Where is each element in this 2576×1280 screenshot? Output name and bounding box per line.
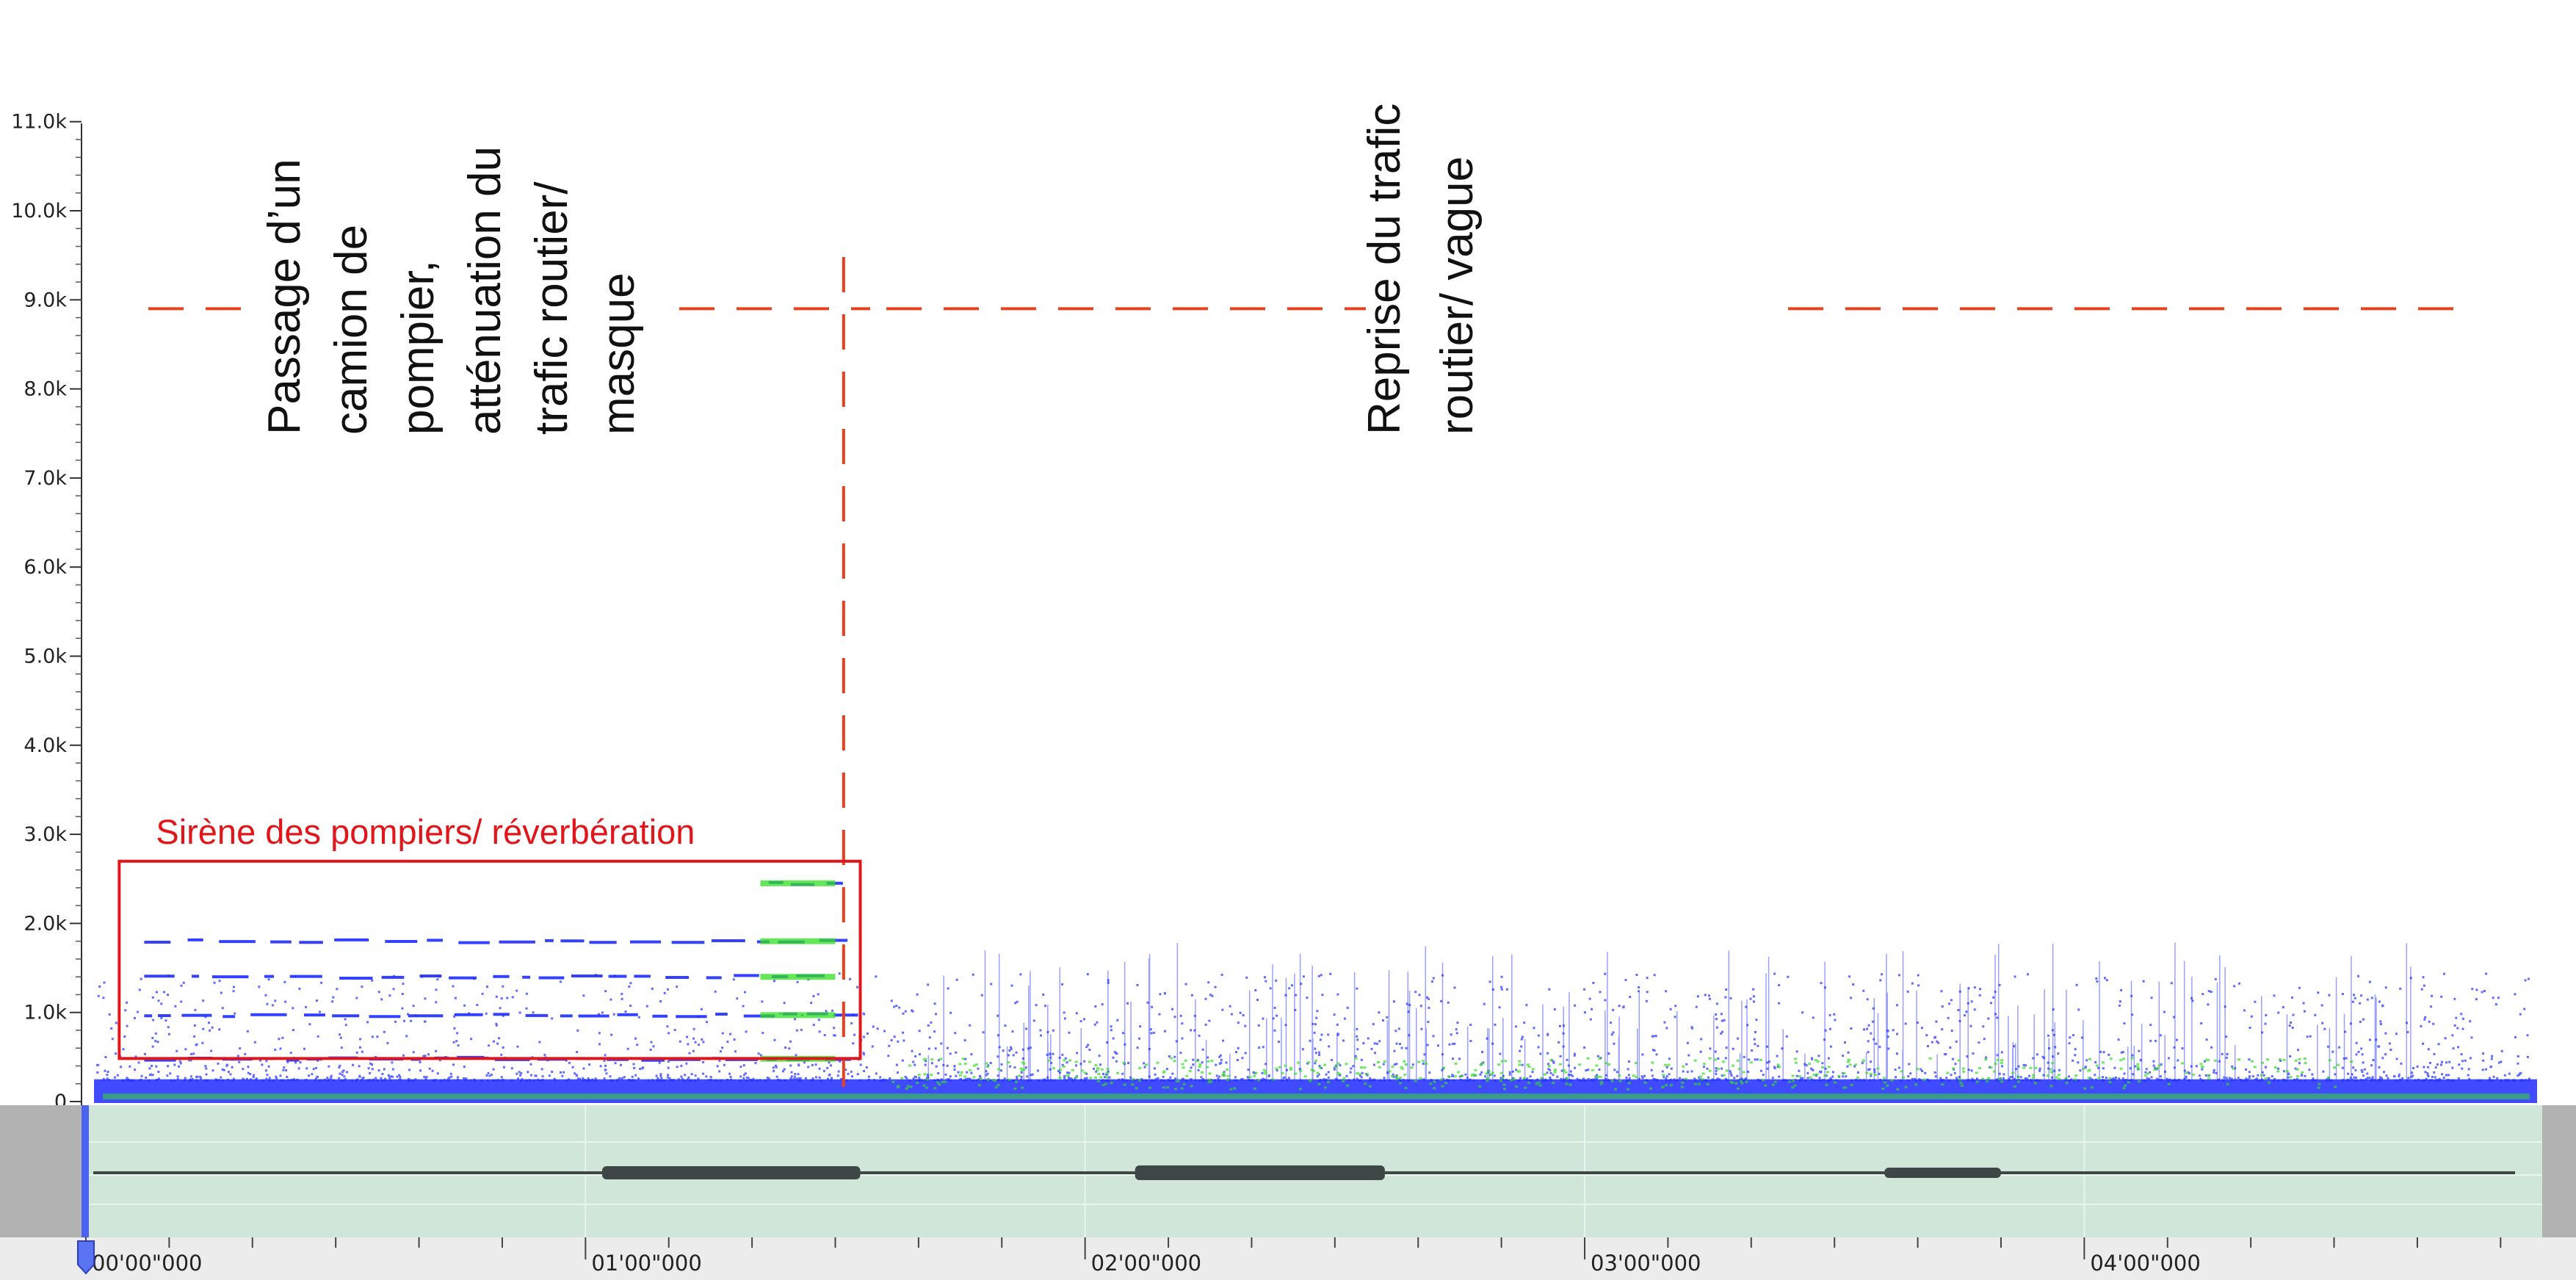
y-tick-label: 3.0k (23, 823, 67, 846)
waveform-burst (602, 1166, 861, 1179)
siren-harmonic-intense (760, 938, 836, 944)
annotation-line: atténuation du (460, 146, 510, 435)
y-axis-ticks: 01.0k2.0k3.0k4.0k5.0k6.0k7.0k8.0k9.0k10.… (11, 111, 82, 1113)
y-tick-label: 6.0k (23, 556, 67, 579)
annotation-line: camion de (326, 225, 377, 435)
y-tick-label: 8.0k (23, 378, 67, 401)
green-energy (891, 1057, 2353, 1091)
waveform-panel (0, 1105, 2576, 1237)
y-tick-label: 2.0k (23, 912, 67, 935)
annotation-layer: Sirène des pompiers/ réverbération Passag… (117, 104, 2471, 1087)
time-tick-label: 00'00"000 (92, 1251, 202, 1276)
siren-harmonic-intense (760, 880, 836, 886)
time-tick-label: 02'00"000 (1091, 1251, 1201, 1276)
time-tick-label: 03'00"000 (1591, 1251, 1701, 1276)
y-tick-label: 5.0k (23, 646, 67, 668)
transient-lines (927, 942, 2412, 1080)
siren-box-label: Sirène des pompiers/ réverbération (156, 812, 695, 851)
y-tick-label: 7.0k (23, 467, 67, 490)
siren-box (117, 859, 862, 1060)
waveform-burst (1884, 1168, 2001, 1178)
y-tick-label: 11.0k (11, 111, 67, 134)
waveform-burst (1135, 1165, 1385, 1180)
annotation-line: Reprise du trafic (1359, 104, 1410, 435)
annotation-line: routier/ vague (1432, 156, 1483, 435)
annotation-line: masque (593, 272, 644, 435)
time-axis-background (0, 1237, 2576, 1280)
y-tick-label: 10.0k (11, 200, 67, 223)
time-tick-label: 01'00"000 (591, 1251, 701, 1276)
siren-harmonic-intense (760, 1012, 836, 1019)
y-tick-label: 9.0k (23, 289, 67, 311)
siren-harmonic-intense (760, 974, 836, 980)
siren-harmonic (144, 974, 825, 980)
time-axis: 00'00"000 01'00"000 02'00"000 03'00"000 04'0… (0, 1237, 2576, 1280)
noise-floor-band (94, 1079, 2537, 1103)
playhead-handle[interactable] (77, 1240, 95, 1275)
time-tick-label: 04'00"000 (2090, 1251, 2200, 1276)
annotation-line: Passage d’un (259, 159, 310, 435)
y-tick-label: 4.0k (23, 734, 67, 757)
annotation-line: pompier, (393, 260, 444, 435)
y-tick-label: 1.0k (23, 1002, 67, 1024)
annotation-line: trafic routier/ (527, 181, 577, 435)
noise-floor-green (103, 1093, 2530, 1100)
playhead-bar (82, 1105, 89, 1237)
